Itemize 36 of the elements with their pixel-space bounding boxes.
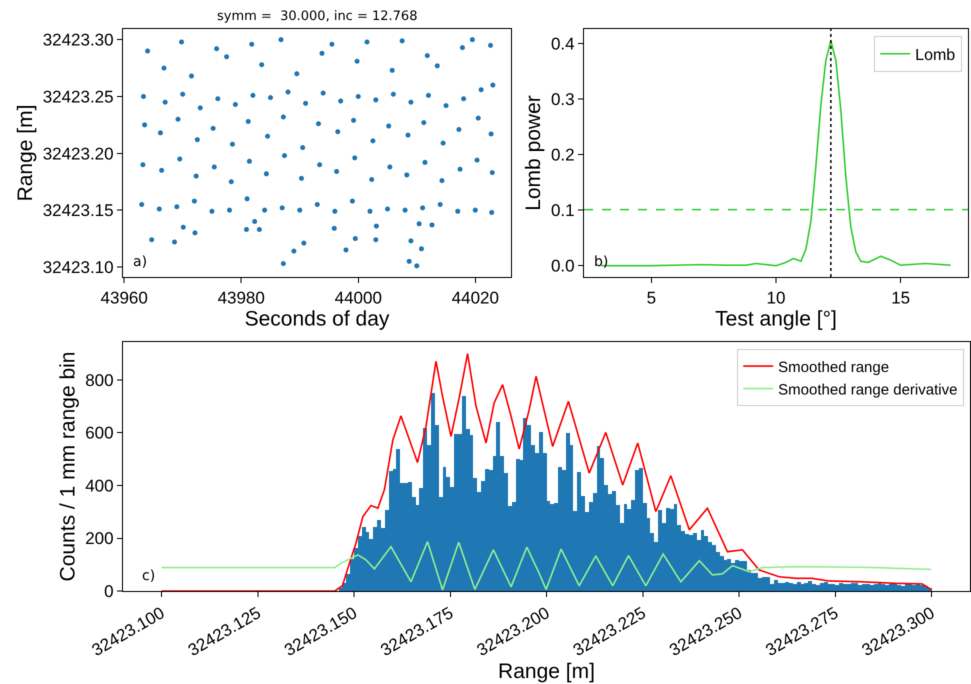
- y-tick-label: 400: [85, 476, 114, 496]
- y-tick-label: 0.3: [550, 90, 575, 110]
- x-axis-title: Seconds of day: [244, 308, 390, 331]
- y-tick-label: 0.4: [550, 34, 575, 54]
- y-tick-label: 32423.10: [42, 258, 114, 277]
- y-tick-label: 32423.30: [42, 30, 114, 50]
- y-tick-label: 0.1: [550, 201, 575, 220]
- x-tick-label: 43960: [100, 288, 148, 308]
- y-tick-label: 0: [104, 582, 114, 601]
- legend-label: Smoothed range: [778, 358, 890, 376]
- legend-label: Smoothed range derivative: [778, 381, 958, 398]
- y-tick-label: 0.0: [550, 256, 575, 276]
- y-tick-label: 32423.20: [42, 144, 114, 164]
- line-series: [160, 540, 932, 591]
- y-tick-label: 600: [85, 424, 114, 443]
- x-tick-label: 43980: [218, 288, 265, 308]
- y-tick-label: 0.2: [550, 146, 575, 165]
- y-tick-label: 200: [85, 529, 114, 548]
- y-tick-label: 32423.25: [42, 87, 114, 106]
- x-axis-title: Range [m]: [498, 660, 595, 684]
- y-axis-title: Counts / 1 mm range bin: [56, 352, 80, 582]
- x-tick-label: 44020: [452, 288, 499, 308]
- y-tick-label: 800: [85, 370, 114, 390]
- x-tick-label: 15: [891, 288, 910, 308]
- annotation: c): [142, 568, 156, 584]
- chart-title: symm = 30.000, inc = 12.768: [217, 9, 418, 24]
- x-tick-label: 10: [766, 288, 786, 308]
- y-axis-title: Range [m]: [14, 104, 37, 202]
- legend-label: Lomb: [915, 46, 956, 64]
- annotation: a): [133, 254, 148, 270]
- x-axis-title: Test angle [°]: [715, 308, 837, 331]
- x-tick-label: 44000: [334, 288, 382, 308]
- annotation: b): [594, 254, 608, 270]
- y-tick-label: 32423.15: [42, 201, 114, 220]
- x-tick-label: 5: [646, 288, 656, 308]
- y-axis-title: Lomb power: [522, 95, 546, 211]
